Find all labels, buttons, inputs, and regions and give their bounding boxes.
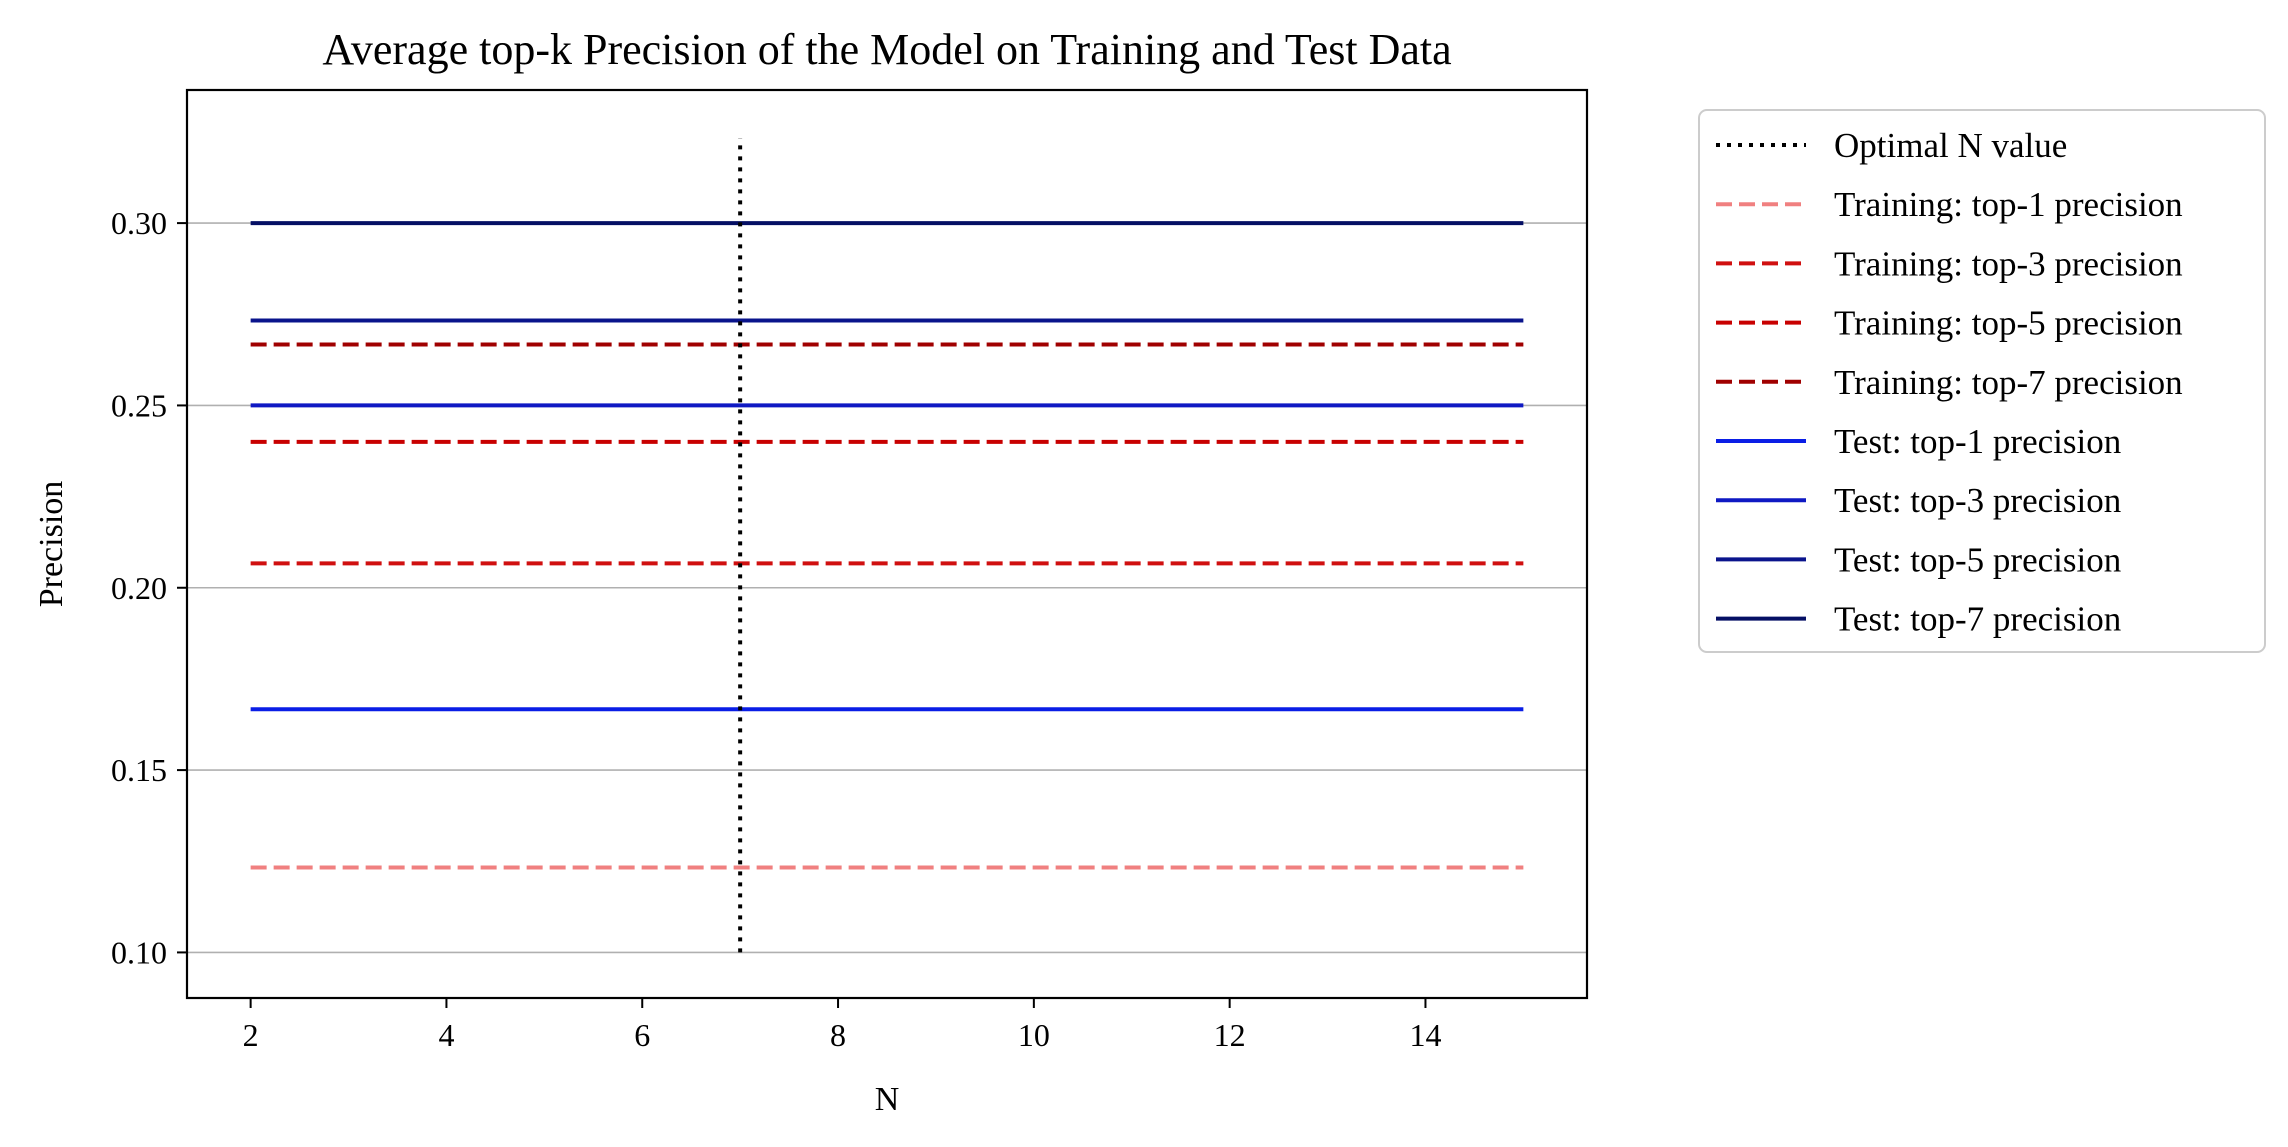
grid [187, 222, 1587, 954]
legend-label-1: Optimal N value [1834, 126, 2067, 165]
legend-label-8: Test: top-5 precision [1834, 540, 2121, 579]
legend-label-4: Training: top-5 precision [1834, 304, 2183, 343]
x-tick-label: 6 [634, 1017, 650, 1053]
x-tick-label: 4 [438, 1017, 454, 1053]
legend-label-2: Training: top-1 precision [1834, 185, 2183, 224]
legend-label-9: Test: top-7 precision [1834, 600, 2121, 639]
x-tick-label: 10 [1018, 1017, 1050, 1053]
y-axis-label: Precision [33, 481, 70, 608]
legend-label-5: Training: top-7 precision [1834, 363, 2183, 402]
y-tick-label: 0.15 [111, 752, 167, 788]
legend-frame [1698, 109, 2266, 653]
legend-label-7: Test: top-3 precision [1834, 481, 2121, 520]
legend-label-6: Test: top-1 precision [1834, 422, 2121, 461]
legend-label-3: Training: top-3 precision [1834, 244, 2183, 283]
x-tick-label: 12 [1214, 1017, 1246, 1053]
x-axis: 2 4 6 8 10 12 14 [243, 998, 1441, 1053]
x-tick-label: 2 [243, 1017, 259, 1053]
x-tick-label: 14 [1409, 1017, 1441, 1053]
y-tick-label: 0.25 [111, 387, 167, 423]
y-axis: 0.10 0.15 0.20 0.25 0.30 [111, 205, 187, 970]
x-axis-label: N [875, 1081, 900, 1118]
plot-frame [185, 88, 1589, 1000]
y-tick-label: 0.30 [111, 205, 167, 241]
y-tick-label: 0.20 [111, 570, 167, 606]
y-tick-label: 0.10 [111, 934, 167, 970]
x-tick-label: 8 [830, 1017, 846, 1053]
chart-title: Average top-k Precision of the Model on … [322, 25, 1451, 74]
series-layer [250, 138, 1524, 953]
legend: Optimal N value Training: top-1 precision… [1698, 109, 2266, 653]
